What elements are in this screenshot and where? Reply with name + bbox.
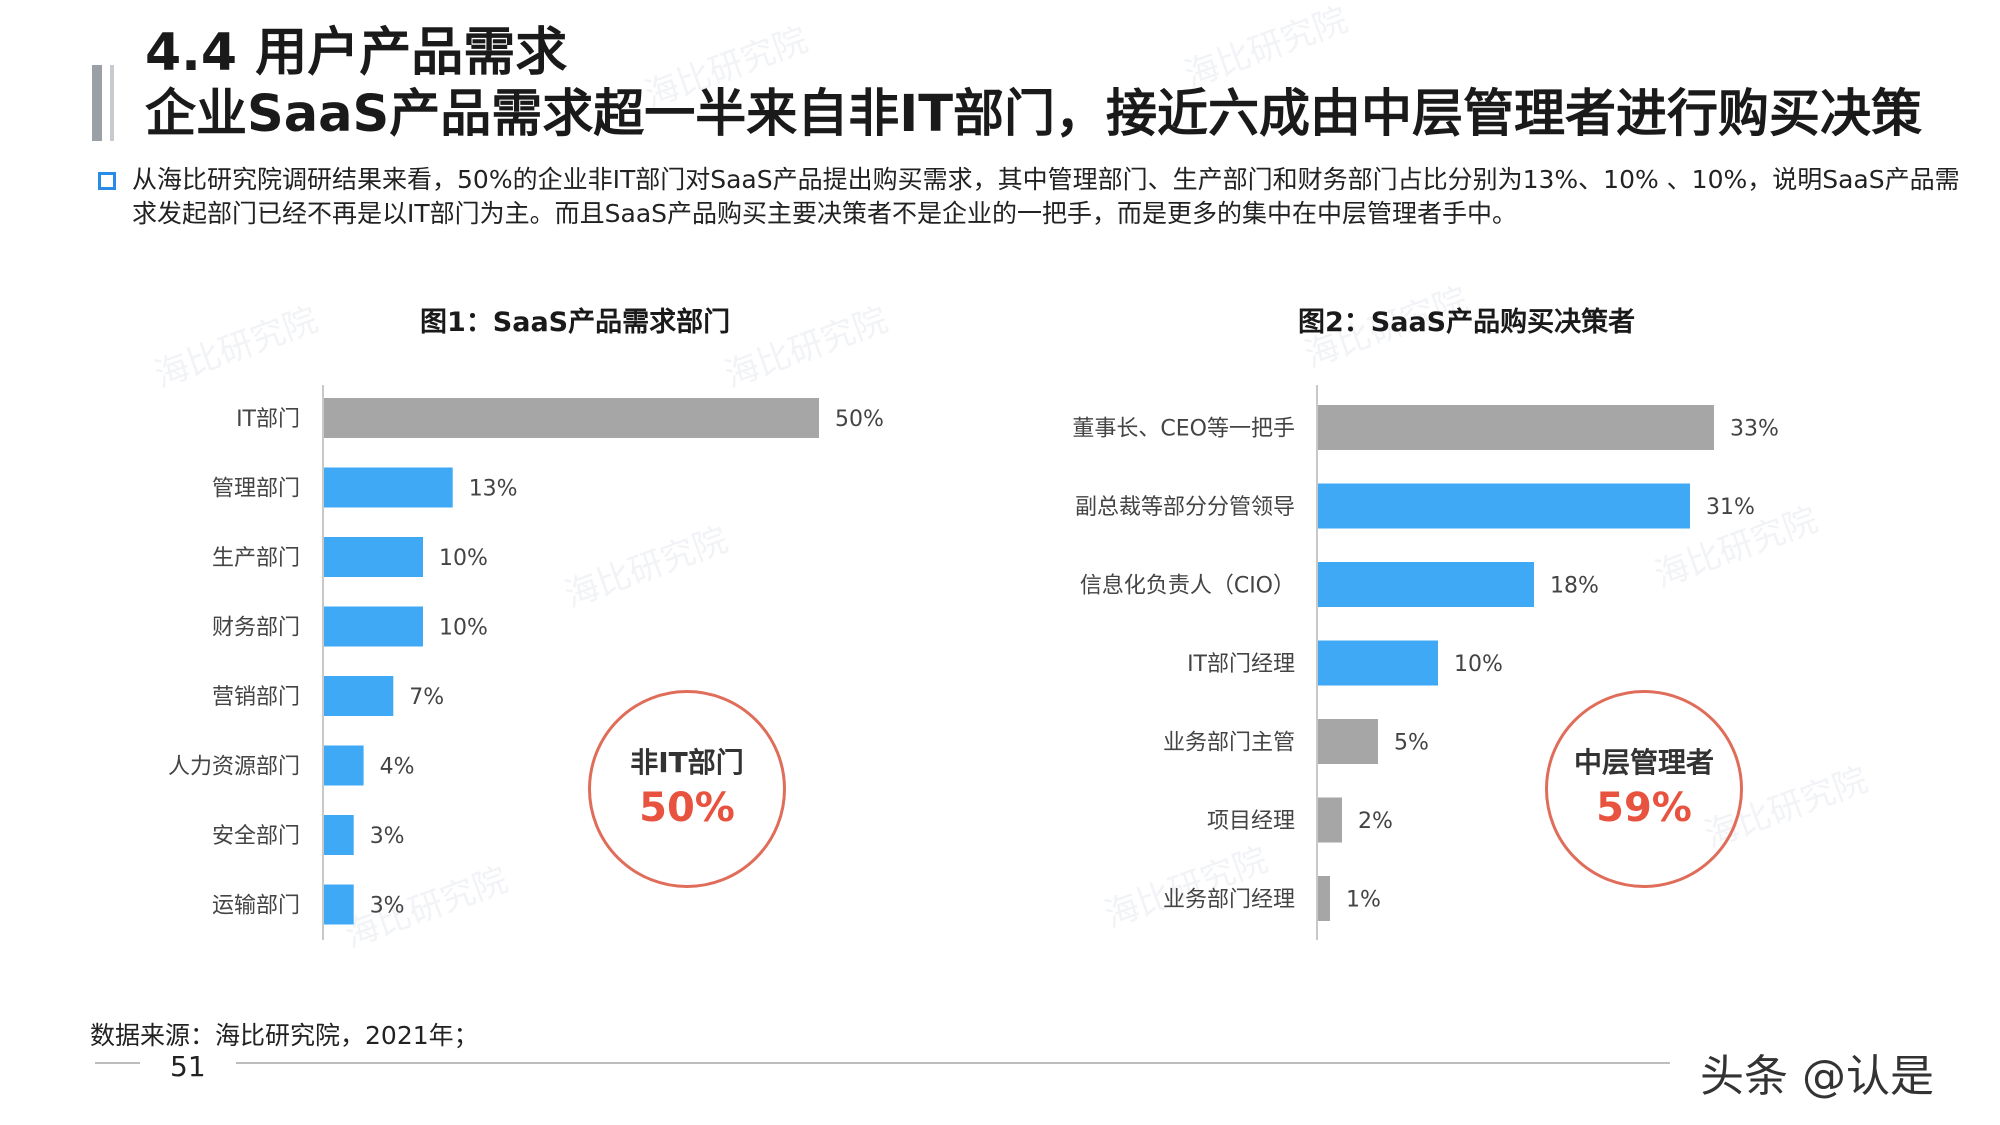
chart1-value-label: 10% <box>439 616 488 641</box>
title-accent-bar <box>92 65 102 141</box>
chart2-value-label: 5% <box>1394 731 1429 756</box>
chart1-bar <box>324 398 819 438</box>
title-accent-bar <box>110 65 114 141</box>
chart2-category-label: 项目经理 <box>1207 809 1295 834</box>
chart1-bar <box>324 467 453 508</box>
chart1-category-label: 运输部门 <box>212 894 300 919</box>
chart2-value-label: 1% <box>1346 888 1381 913</box>
callout-label: 非IT部门 <box>630 746 744 779</box>
chart1-value-label: 10% <box>439 546 488 571</box>
chart2-value-label: 33% <box>1730 417 1779 442</box>
chart2-category-label: 业务部门经理 <box>1163 888 1295 913</box>
chart1-value-label: 13% <box>469 477 518 502</box>
chart2-category-label: 信息化负责人（CIO） <box>1080 574 1295 599</box>
summary-text: 从海比研究院调研结果来看，50%的企业非IT部门对SaaS产品提出购买需求，其中… <box>132 165 1960 228</box>
bullet-icon <box>98 172 116 190</box>
chart1-value-label: 50% <box>835 407 884 432</box>
chart1-bar <box>324 745 364 786</box>
chart2-title: 图2：SaaS产品购买决策者 <box>1298 307 1636 338</box>
chart1-value-label: 3% <box>370 824 405 849</box>
footer-divider <box>95 1062 1670 1064</box>
chart2-bar <box>1318 483 1690 529</box>
callout-value: 59% <box>1596 785 1692 831</box>
chart2-value-label: 2% <box>1358 809 1393 834</box>
chart2-bar <box>1318 562 1534 607</box>
chart1-category-label: 安全部门 <box>212 824 300 849</box>
callout-label: 中层管理者 <box>1573 746 1714 779</box>
chart1-category-label: 人力资源部门 <box>168 755 300 780</box>
chart1-category-label: 财务部门 <box>212 616 300 641</box>
callout-circle-non-it: 非IT部门 50% <box>588 690 786 888</box>
chart2-bar <box>1318 876 1330 921</box>
chart2-bar <box>1318 719 1378 764</box>
chart1-bar <box>324 815 354 855</box>
chart1-category-label: 营销部门 <box>212 685 300 710</box>
chart1-title: 图1：SaaS产品需求部门 <box>420 307 731 338</box>
chart2-category-label: 副总裁等部分分管领导 <box>1075 495 1295 520</box>
chart1-value-label: 7% <box>409 685 444 710</box>
brand-watermark: 头条 @认是 <box>1700 1051 1934 1102</box>
chart2-bar <box>1318 797 1342 843</box>
chart1-bar <box>324 606 423 647</box>
chart2-category-label: 董事长、CEO等一把手 <box>1072 417 1295 442</box>
chart1-bar <box>324 884 354 925</box>
chart2-category-label: 业务部门主管 <box>1163 731 1295 756</box>
chart2-category-label: IT部门经理 <box>1187 652 1295 677</box>
chart2-value-label: 31% <box>1706 495 1755 520</box>
callout-value: 50% <box>639 785 735 831</box>
chart2-bar <box>1318 640 1438 686</box>
chart1-category-label: IT部门 <box>236 407 300 432</box>
chart1-category-label: 生产部门 <box>212 546 300 571</box>
chart2-bar <box>1318 405 1714 450</box>
chart1-value-label: 3% <box>370 894 405 919</box>
chart2-value-label: 18% <box>1550 574 1599 599</box>
section-title: 4.4 用户产品需求 <box>145 23 568 83</box>
data-source: 数据来源：海比研究院，2021年； <box>90 1021 479 1050</box>
callout-circle-middle-mgmt: 中层管理者 59% <box>1545 690 1743 888</box>
chart1-bar <box>324 676 394 716</box>
chart1-value-label: 4% <box>380 755 415 780</box>
page-number: 51 <box>140 1050 236 1083</box>
page-title: 企业SaaS产品需求超一半来自非IT部门，接近六成由中层管理者进行购买决策 <box>145 85 1923 144</box>
chart2-value-label: 10% <box>1454 652 1503 677</box>
chart1-category-label: 管理部门 <box>212 477 300 502</box>
chart1-bar <box>324 537 423 577</box>
